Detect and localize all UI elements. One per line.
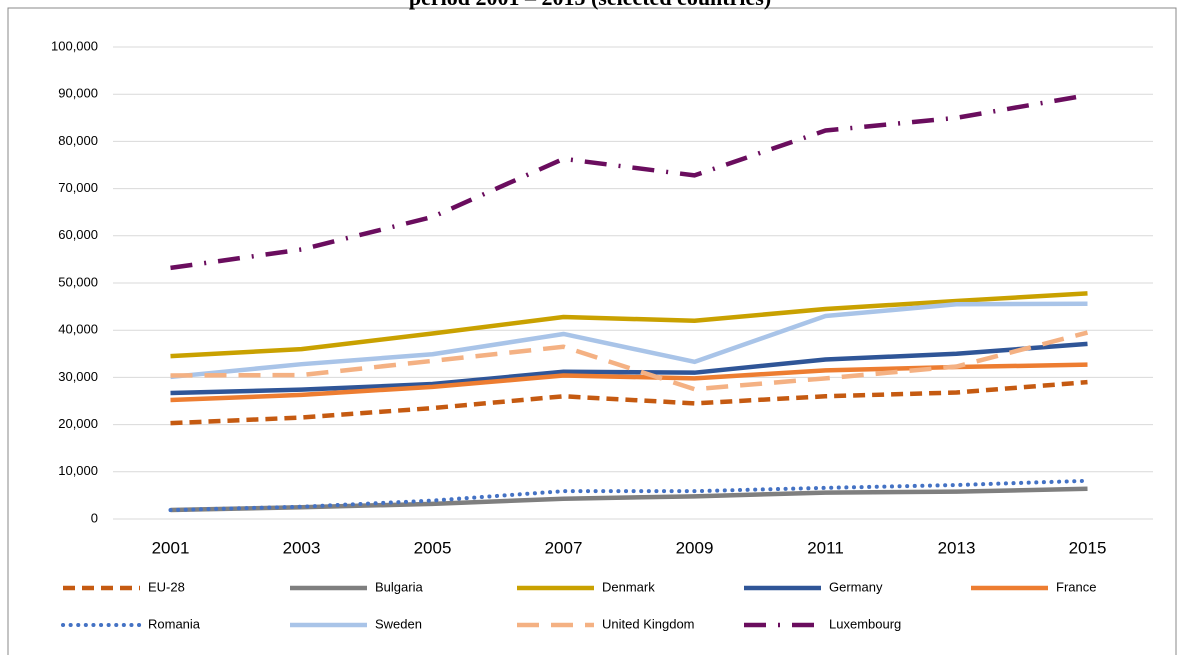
chart-border: [7, 7, 1177, 655]
x-tick-label: 2013: [938, 538, 976, 557]
chart-title: period 2001 – 2015 (selected countries): [409, 0, 771, 10]
legend-label: France: [1056, 579, 1096, 594]
x-tick-label: 2011: [807, 538, 844, 557]
series-line: [170, 379, 1088, 426]
y-tick-label: 40,000: [58, 322, 98, 337]
y-tick-label: 100,000: [51, 38, 98, 53]
series-line: [168, 478, 1090, 513]
x-tick-label: 2003: [283, 538, 321, 557]
legend-label: United Kingdom: [602, 616, 695, 631]
legend-label: Luxembourg: [829, 616, 901, 631]
y-tick-label: 70,000: [58, 180, 98, 195]
y-tick-label: 80,000: [58, 133, 98, 148]
x-tick-label: 2001: [152, 538, 190, 557]
legend-label: Germany: [829, 579, 883, 594]
y-tick-label: 0: [91, 510, 98, 525]
y-tick-label: 20,000: [58, 416, 98, 431]
legend-label: EU-28: [148, 579, 185, 594]
x-tick-label: 2005: [414, 538, 452, 557]
x-tick-label: 2015: [1069, 538, 1107, 557]
y-tick-label: 10,000: [58, 463, 98, 478]
legend-label: Bulgaria: [375, 579, 423, 594]
y-tick-label: 60,000: [58, 227, 98, 242]
series-line: [170, 301, 1088, 380]
x-tick-label: 2009: [676, 538, 714, 557]
y-tick-label: 50,000: [58, 274, 98, 289]
legend-label: Romania: [148, 616, 201, 631]
x-tick-label: 2007: [545, 538, 583, 557]
series-line: [170, 291, 1088, 359]
series-line: [170, 341, 1088, 396]
series-line: [170, 362, 1088, 403]
y-tick-label: 30,000: [58, 369, 98, 384]
legend-label: Sweden: [375, 616, 422, 631]
legend-label: Denmark: [602, 579, 655, 594]
series-line: [170, 330, 1089, 392]
y-tick-label: 90,000: [58, 86, 98, 101]
series-line: [170, 92, 1088, 271]
